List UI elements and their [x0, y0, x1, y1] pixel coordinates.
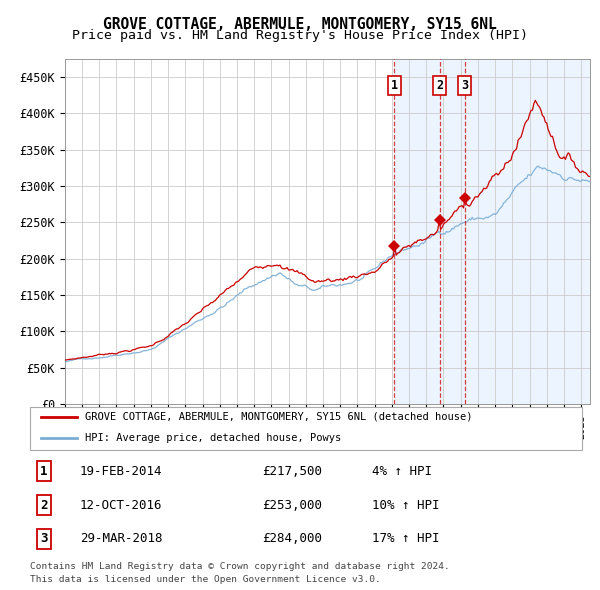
Text: 3: 3 [461, 80, 469, 93]
Text: 17% ↑ HPI: 17% ↑ HPI [372, 532, 440, 545]
Text: 1: 1 [391, 80, 398, 93]
Text: HPI: Average price, detached house, Powys: HPI: Average price, detached house, Powy… [85, 432, 341, 442]
Text: 29-MAR-2018: 29-MAR-2018 [80, 532, 162, 545]
Text: £284,000: £284,000 [262, 532, 322, 545]
Text: 4% ↑ HPI: 4% ↑ HPI [372, 465, 432, 478]
Text: Price paid vs. HM Land Registry's House Price Index (HPI): Price paid vs. HM Land Registry's House … [72, 30, 528, 42]
Text: 2: 2 [40, 499, 47, 512]
Text: 3: 3 [40, 532, 47, 545]
FancyBboxPatch shape [30, 407, 582, 450]
Text: 1: 1 [40, 465, 47, 478]
Text: Contains HM Land Registry data © Crown copyright and database right 2024.: Contains HM Land Registry data © Crown c… [30, 562, 450, 571]
Text: GROVE COTTAGE, ABERMULE, MONTGOMERY, SY15 6NL (detached house): GROVE COTTAGE, ABERMULE, MONTGOMERY, SY1… [85, 412, 473, 422]
Text: GROVE COTTAGE, ABERMULE, MONTGOMERY, SY15 6NL: GROVE COTTAGE, ABERMULE, MONTGOMERY, SY1… [103, 17, 497, 31]
Text: This data is licensed under the Open Government Licence v3.0.: This data is licensed under the Open Gov… [30, 575, 381, 584]
Text: 19-FEB-2014: 19-FEB-2014 [80, 465, 162, 478]
Text: 2: 2 [436, 80, 443, 93]
Text: 12-OCT-2016: 12-OCT-2016 [80, 499, 162, 512]
Text: £217,500: £217,500 [262, 465, 322, 478]
Text: £253,000: £253,000 [262, 499, 322, 512]
Text: 10% ↑ HPI: 10% ↑ HPI [372, 499, 440, 512]
